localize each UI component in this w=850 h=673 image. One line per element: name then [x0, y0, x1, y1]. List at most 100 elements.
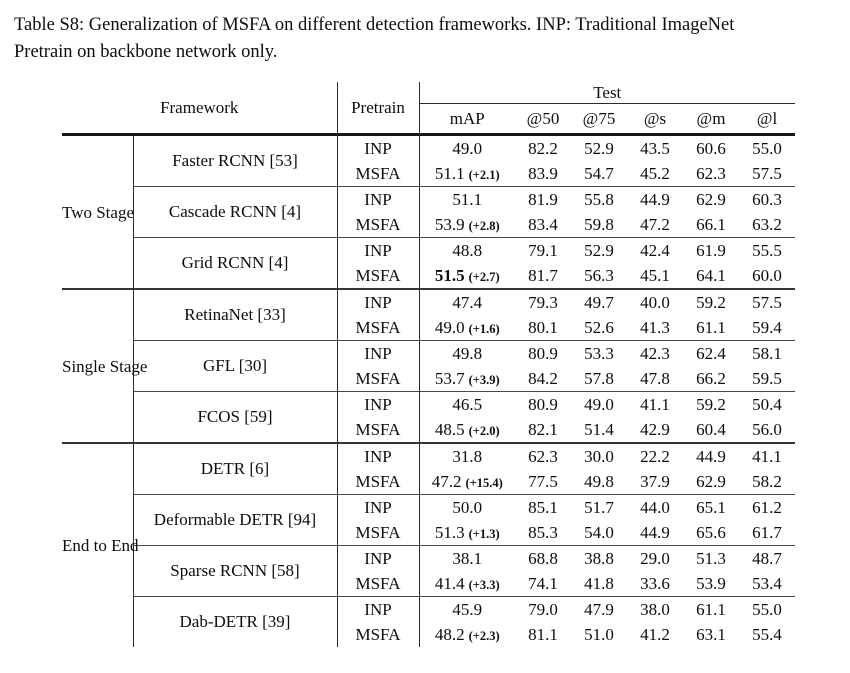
metric-value: 58.2: [752, 471, 782, 491]
table-row: MSFA 53.7 (+3.9) 84.2 57.8 47.8 66.2 59.5: [62, 366, 795, 392]
metric-value: 63.2: [752, 214, 782, 234]
pretrain-value: INP: [337, 545, 420, 571]
metric-value: 37.9: [640, 471, 670, 491]
metric-value: 61.2: [739, 494, 795, 520]
map-value-cell: 51.5 (+2.7): [419, 263, 515, 289]
map-value-cell: 49.8: [419, 340, 515, 366]
map-value: 49.0: [434, 317, 465, 337]
header-metric-m: @m: [683, 103, 739, 136]
metric-value: 52.9: [571, 133, 627, 161]
map-value-cell: 47.4: [419, 288, 515, 315]
metric-value: 83.9: [528, 163, 558, 183]
metric-value: 40.0: [627, 288, 683, 315]
map-value-cell: 53.7 (+3.9): [419, 366, 515, 392]
metric-value: 59.5: [752, 368, 782, 388]
header-metric-map: mAP: [419, 103, 515, 136]
metric-value: 80.9: [515, 391, 571, 417]
map-value: 51.3: [434, 522, 465, 542]
map-gain: (+1.6): [468, 321, 500, 336]
metric-value: 61.1: [683, 596, 739, 622]
metric-value: 49.7: [571, 288, 627, 315]
map-value: 51.1: [434, 163, 465, 183]
map-gain: (+1.3): [468, 526, 500, 541]
table-row: Sparse RCNN [58] INP 38.1 68.8 38.8 29.0 51.3 4…: [62, 545, 795, 597]
pretrain-value: MSFA: [337, 469, 420, 495]
pretrain-value: MSFA: [337, 263, 420, 289]
metric-value: 84.2: [528, 368, 558, 388]
map-value-cell: 53.9 (+2.8): [419, 212, 515, 238]
metric-value: 30.0: [571, 442, 627, 469]
metric-value: 38.0: [627, 596, 683, 622]
pretrain-value: INP: [337, 596, 420, 622]
map-value-cell: 31.8: [419, 442, 515, 469]
metric-value: 54.0: [584, 522, 614, 542]
map-value: 38.1: [452, 548, 483, 568]
framework-name: DETR [6]: [133, 442, 338, 495]
pretrain-value: MSFA: [337, 622, 420, 647]
table-row: Dab-DETR [39] INP 45.9 79.0 47.9 38.0 61.1 55.0: [62, 596, 795, 647]
metric-value: 42.3: [627, 340, 683, 366]
map-value: 49.8: [452, 343, 483, 363]
metric-value: 41.1: [627, 391, 683, 417]
metric-value: 47.9: [571, 596, 627, 622]
table-header: Framework Pretrain Test mAP @50 @75 @s @…: [62, 82, 795, 136]
metric-value: 52.9: [571, 237, 627, 263]
metric-value: 59.4: [752, 317, 782, 337]
metric-value: 63.1: [696, 624, 726, 644]
map-value: 51.1: [452, 189, 483, 209]
map-gain: (+2.7): [468, 269, 500, 284]
header-span-row: Framework Pretrain Test: [62, 82, 795, 136]
metric-value: 74.1: [528, 573, 558, 593]
metric-value: 65.1: [683, 494, 739, 520]
metric-value: 29.0: [627, 545, 683, 571]
pretrain-value: MSFA: [337, 571, 420, 597]
map-gain: (+2.8): [468, 218, 500, 233]
metric-value: 44.0: [627, 494, 683, 520]
framework-name: Cascade RCNN [4]: [133, 186, 338, 238]
map-value-cell: 47.2 (+15.4): [419, 469, 515, 495]
framework-name: Faster RCNN [53]: [133, 133, 338, 187]
metric-value: 79.1: [515, 237, 571, 263]
table-row: Cascade RCNN [4] INP 51.1 81.9 55.8 44.9 62.9 6…: [62, 186, 795, 238]
map-value: 47.2: [431, 471, 462, 491]
metric-value: 45.2: [640, 163, 670, 183]
metric-value: 22.2: [627, 442, 683, 469]
header-framework: Framework: [62, 82, 338, 136]
pretrain-value: MSFA: [337, 315, 420, 341]
metric-value: 58.1: [739, 340, 795, 366]
metric-value: 81.7: [528, 265, 558, 285]
table-row: FCOS [59] INP 46.5 80.9 49.0 41.1 59.2 50.4: [62, 391, 795, 443]
table-row: Grid RCNN [4] INP 48.8 79.1 52.9 42.4 61.9 55.5: [62, 237, 795, 289]
metric-value: 62.3: [696, 163, 726, 183]
map-value: 51.5: [434, 265, 465, 285]
metric-value: 62.9: [696, 471, 726, 491]
table-row: MSFA 48.2 (+2.3) 81.1 51.0 41.2 63.1 55.4: [62, 622, 795, 647]
map-value-cell: 45.9: [419, 596, 515, 622]
metric-value: 44.9: [683, 442, 739, 469]
group-label: Single Stage: [62, 288, 147, 443]
metric-value: 65.6: [696, 522, 726, 542]
map-value-cell: 41.4 (+3.3): [419, 571, 515, 597]
pretrain-value: MSFA: [337, 161, 420, 187]
metric-value: 49.8: [584, 471, 614, 491]
metric-value: 53.3: [571, 340, 627, 366]
header-metric-75: @75: [571, 103, 627, 136]
metric-value: 60.6: [683, 133, 739, 161]
map-value: 49.0: [452, 138, 483, 158]
map-value: 48.8: [452, 240, 483, 260]
pretrain-value: MSFA: [337, 417, 420, 443]
metric-value: 80.9: [515, 340, 571, 366]
metric-value: 62.9: [683, 186, 739, 212]
metric-value: 51.7: [571, 494, 627, 520]
metric-value: 43.5: [627, 133, 683, 161]
metric-value: 59.2: [683, 288, 739, 315]
map-value-cell: 51.1 (+2.1): [419, 161, 515, 187]
table-row: MSFA 51.5 (+2.7) 81.7 56.3 45.1 64.1 60.0: [62, 263, 795, 289]
table-row: Deformable DETR [94] INP 50.0 85.1 51.7 44.0 6…: [62, 494, 795, 546]
map-value-cell: 51.1: [419, 186, 515, 212]
pretrain-value: INP: [337, 442, 420, 469]
map-value: 53.7: [434, 368, 465, 388]
metric-value: 83.4: [528, 214, 558, 234]
metric-value: 85.3: [528, 522, 558, 542]
